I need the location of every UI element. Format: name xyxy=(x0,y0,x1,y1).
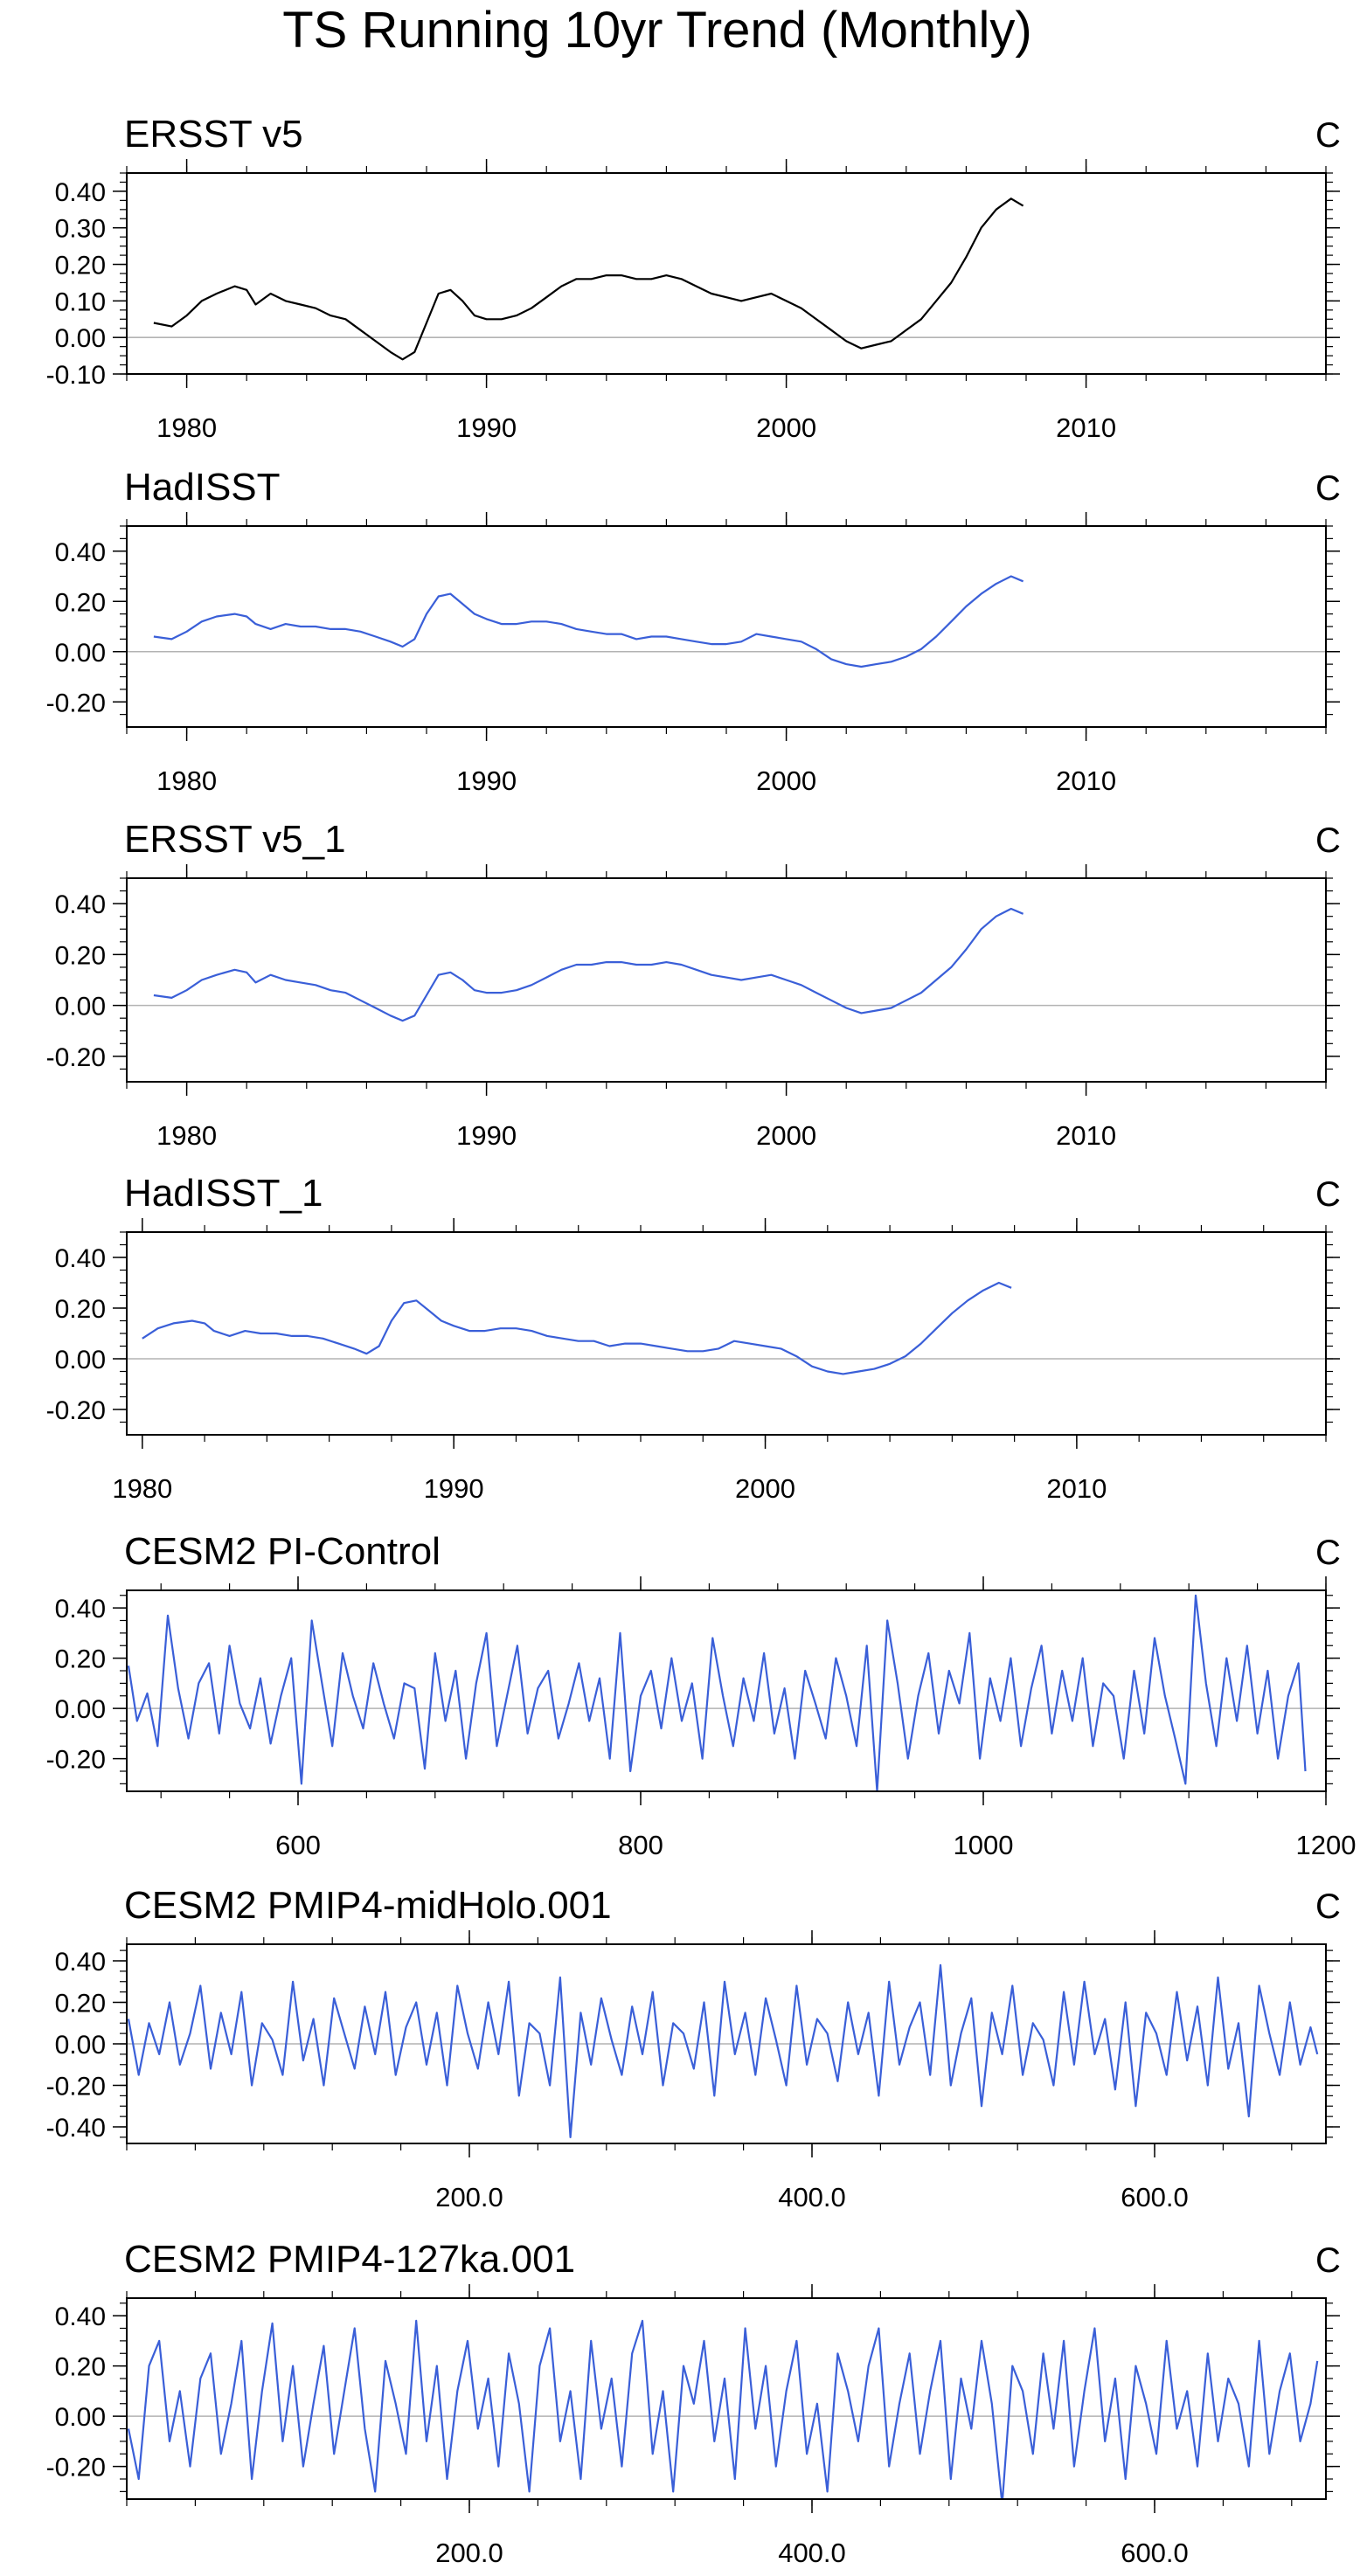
unit-label: C xyxy=(1315,821,1341,860)
xtick-label: 200.0 xyxy=(435,2538,503,2568)
xtick-label: 1980 xyxy=(156,1120,217,1151)
xtick-label: 1980 xyxy=(156,412,217,443)
ytick-label: 0.00 xyxy=(55,993,106,1021)
ytick-label: 0.40 xyxy=(55,178,106,207)
xtick-label: 400.0 xyxy=(778,2538,846,2568)
xtick-label: 200.0 xyxy=(435,2182,503,2212)
chart-panel: CESM2 PMIP4-midHolo.001 C -0.40 -0.20 0.00 0.… xyxy=(46,1884,1341,2212)
ytick-label: 0.00 xyxy=(55,1695,106,1724)
chart-panel: HadISST C -0.20 0.00 0.20 0.40 1980 1990 2000 201… xyxy=(46,466,1341,796)
plot-frame xyxy=(126,877,1327,1083)
main-title: TS Running 10yr Trend (Monthly) xyxy=(282,2,1031,59)
series-line xyxy=(127,1963,1319,2138)
panel-title: HadISST xyxy=(124,466,281,509)
xtick-label: 2010 xyxy=(1056,765,1116,796)
ytick-label: 0.20 xyxy=(55,252,106,280)
xtick-label: 1990 xyxy=(456,765,517,796)
xtick-label: 1200 xyxy=(1296,1830,1357,1860)
xtick-label: 1990 xyxy=(424,1473,484,1504)
ytick-label: 0.00 xyxy=(55,2403,106,2432)
unit-label: C xyxy=(1315,1175,1341,1214)
plot-frame xyxy=(126,2297,1327,2500)
panel-title: CESM2 PMIP4-127ka.001 xyxy=(124,2238,575,2281)
ytick-label: -0.20 xyxy=(46,2454,106,2483)
xtick-label: 1000 xyxy=(954,1830,1014,1860)
xtick-label: 2000 xyxy=(756,1120,816,1151)
series-line xyxy=(127,2319,1319,2499)
ytick-label: 0.20 xyxy=(55,941,106,970)
ytick-label: -0.20 xyxy=(46,1396,106,1425)
ytick-label: 0.00 xyxy=(55,639,106,668)
series-line xyxy=(153,575,1024,668)
xtick-label: 1990 xyxy=(456,1120,517,1151)
xtick-label: 1980 xyxy=(112,1473,172,1504)
ytick-label: -0.20 xyxy=(46,1043,106,1072)
xtick-label: 600 xyxy=(275,1830,321,1860)
ytick-label: 0.20 xyxy=(55,1645,106,1674)
xtick-label: 1990 xyxy=(456,412,517,443)
plot-frame xyxy=(126,1589,1327,1792)
unit-label: C xyxy=(1315,469,1341,508)
chart-panel: ERSST v5_1 C -0.20 0.00 0.20 0.40 1980 1990 2000… xyxy=(46,818,1341,1151)
xtick-label: 2000 xyxy=(756,765,816,796)
chart-panel: CESM2 PMIP4-127ka.001 C -0.20 0.00 0.20 0.40 2… xyxy=(46,2238,1341,2568)
ytick-label: 0.40 xyxy=(55,890,106,919)
plot-frame xyxy=(126,525,1327,728)
plot-frame xyxy=(126,1231,1327,1436)
ytick-label: -0.20 xyxy=(46,2073,106,2102)
unit-label: C xyxy=(1315,1534,1341,1572)
panel-title: ERSST v5_1 xyxy=(124,818,346,861)
unit-label: C xyxy=(1315,1887,1341,1926)
series-line xyxy=(127,1594,1307,1791)
series-line xyxy=(153,907,1024,1022)
chart-panel: HadISST_1 C -0.20 0.00 0.20 0.40 1980 1990 2000 2… xyxy=(46,1172,1341,1504)
ytick-label: -0.10 xyxy=(46,361,106,390)
ytick-label: 0.30 xyxy=(55,215,106,244)
xtick-label: 600.0 xyxy=(1121,2182,1189,2212)
ytick-label: -0.20 xyxy=(46,1746,106,1775)
xtick-label: 400.0 xyxy=(778,2182,846,2212)
chart-panel: ERSST v5 C -0.10 0.00 0.10 0.20 0.30 0.40 1980 19… xyxy=(46,113,1341,443)
ytick-label: -0.20 xyxy=(46,689,106,717)
xtick-label: 2010 xyxy=(1056,1120,1116,1151)
panel-title: CESM2 PMIP4-midHolo.001 xyxy=(124,1884,612,1927)
panel-title: ERSST v5 xyxy=(124,113,303,156)
plot-frame xyxy=(126,1943,1327,2144)
xtick-label: 2010 xyxy=(1056,412,1116,443)
ytick-label: 0.40 xyxy=(55,538,106,567)
unit-label: C xyxy=(1315,116,1341,155)
ytick-label: 0.40 xyxy=(55,1244,106,1273)
panel-title: HadISST_1 xyxy=(124,1172,323,1215)
ytick-label: 0.00 xyxy=(55,1346,106,1375)
ytick-label: 0.20 xyxy=(55,1295,106,1324)
chart-panels: ERSST v5 C -0.10 0.00 0.10 0.20 0.30 0.40 1980 19… xyxy=(46,113,1357,2568)
ytick-label: 0.00 xyxy=(55,2031,106,2060)
unit-label: C xyxy=(1315,2241,1341,2280)
plot-frame xyxy=(126,172,1327,375)
ytick-label: 0.20 xyxy=(55,588,106,617)
series-line xyxy=(153,197,1024,361)
ytick-label: -0.40 xyxy=(46,2114,106,2143)
series-line xyxy=(142,1281,1012,1375)
xtick-label: 1980 xyxy=(156,765,217,796)
xtick-label: 2000 xyxy=(735,1473,795,1504)
xtick-label: 600.0 xyxy=(1121,2538,1189,2568)
ytick-label: 0.00 xyxy=(55,324,106,353)
ytick-label: 0.10 xyxy=(55,287,106,316)
xtick-label: 800 xyxy=(618,1830,663,1860)
xtick-label: 2000 xyxy=(756,412,816,443)
chart-panel: CESM2 PI-Control C -0.20 0.00 0.20 0.40 600 800… xyxy=(46,1530,1357,1860)
panel-title: CESM2 PI-Control xyxy=(124,1530,441,1573)
ytick-label: 0.20 xyxy=(55,1990,106,2019)
ytick-label: 0.20 xyxy=(55,2353,106,2382)
ytick-label: 0.40 xyxy=(55,1948,106,1977)
ytick-label: 0.40 xyxy=(55,2302,106,2331)
ytick-label: 0.40 xyxy=(55,1595,106,1624)
xtick-label: 2010 xyxy=(1046,1473,1107,1504)
